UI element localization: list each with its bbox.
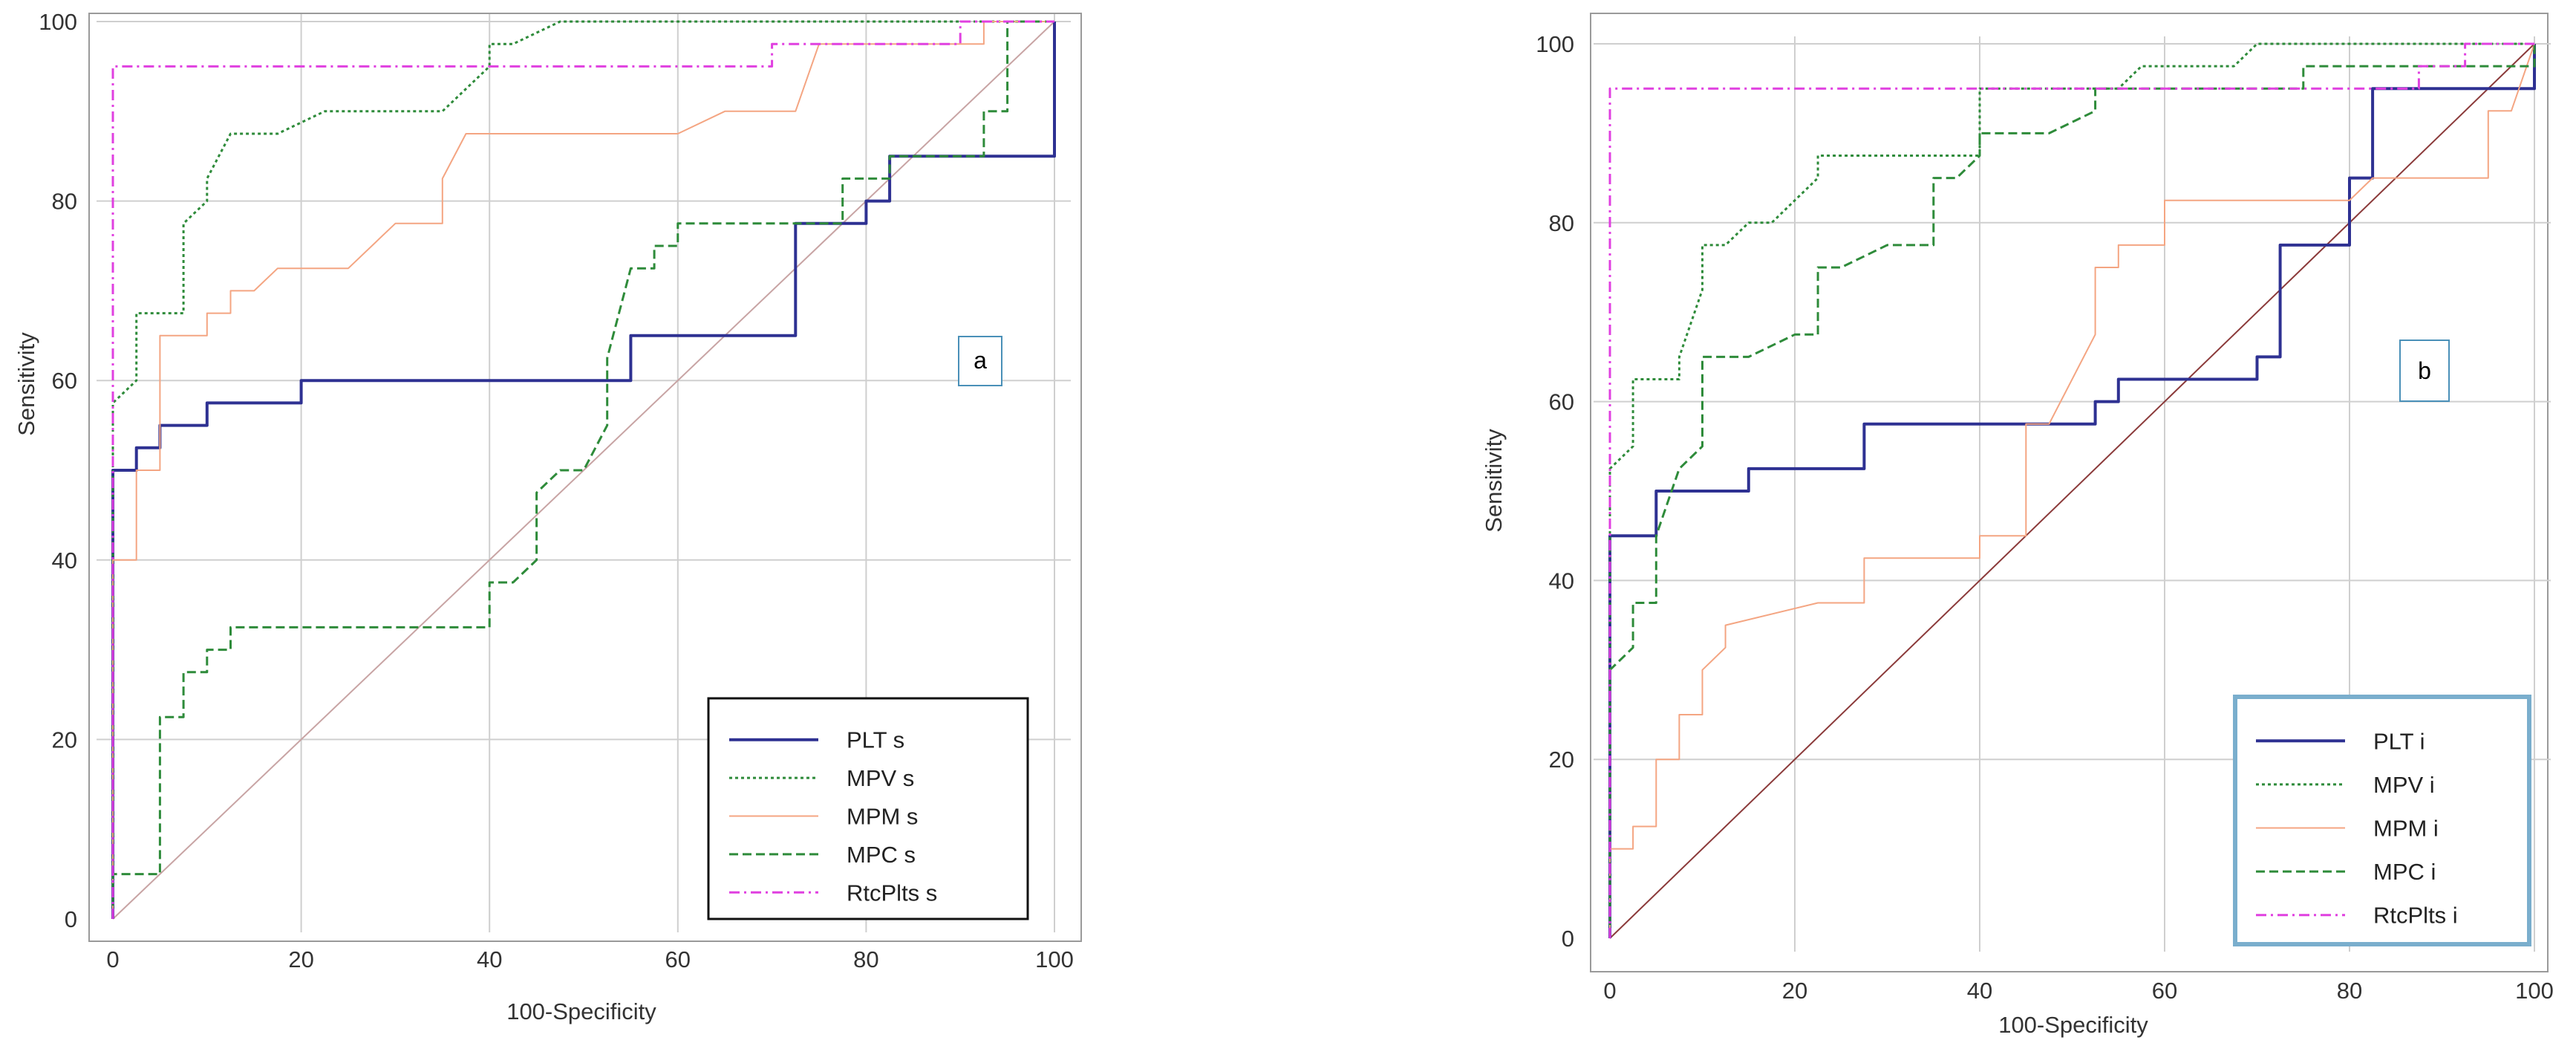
legend-label: RtcPlts i [2373, 903, 2458, 929]
y-tick-labels-a: 0 20 40 60 80 100 [39, 9, 77, 932]
reference-diagonal-a [112, 21, 1055, 920]
legend-label: MPC i [2373, 859, 2436, 885]
y-tick-label: 80 [52, 189, 77, 215]
legend-label: MPM i [2373, 816, 2439, 842]
legend-label: MPV s [847, 765, 914, 791]
x-tick-label: 80 [2337, 978, 2362, 1004]
x-tick-label: 100 [2515, 978, 2554, 1004]
legend-b: PLT i MPV i MPM i MPC i RtcPlts i [2233, 695, 2531, 946]
legend-label: MPV i [2373, 772, 2435, 798]
legend-label: PLT i [2373, 728, 2425, 754]
x-tick-label: 60 [2152, 978, 2177, 1004]
series-line-rtcplts-i [1608, 42, 2534, 938]
y-tick-label: 0 [65, 906, 77, 932]
y-tick-label: 40 [52, 548, 77, 574]
series-line-mpm-i [1609, 43, 2535, 938]
series-line-mpv-i [1608, 42, 2534, 938]
legend-label: RtcPlts s [847, 880, 937, 906]
panel-tag-b: b [2399, 340, 2450, 402]
y-tick-label: 40 [1549, 568, 1574, 594]
y-tick-label: 60 [52, 368, 77, 394]
x-tick-label: 40 [1967, 978, 1992, 1004]
series-group-b [1608, 42, 2536, 938]
y-tick-label: 100 [1536, 31, 1574, 57]
roc-chart-b: 0 20 40 60 80 100 0 20 40 60 80 100 100-Specificit… [1481, 13, 2554, 1038]
svg-text:b: b [2418, 357, 2431, 384]
y-tick-label: 20 [1549, 747, 1574, 773]
series-group-a [111, 20, 1056, 919]
series-line-rtcplts-s [111, 20, 1054, 919]
legend-label: MPC s [847, 842, 916, 868]
series-line-plt-s [111, 22, 1056, 919]
x-tick-label: 80 [853, 946, 878, 972]
series-line-mpv-s [111, 20, 1054, 919]
x-tick-label: 40 [477, 946, 502, 972]
series-line-plt-i [1608, 44, 2536, 938]
gridlines-b [1594, 36, 2551, 952]
x-tick-labels-b: 0 20 40 60 80 100 [1603, 978, 2553, 1004]
y-tick-label: 80 [1549, 210, 1574, 236]
x-axis-label-b: 100-Specificity [1998, 1012, 2148, 1038]
legend-label: PLT s [847, 727, 904, 753]
legend-label: MPM s [847, 804, 918, 830]
y-axis-label-b: Sensitivity [1481, 429, 1507, 533]
panel-tag-a: a [958, 336, 1002, 386]
series-line-mpc-s [111, 20, 1054, 919]
x-tick-label: 0 [106, 946, 119, 972]
y-tick-label: 0 [1562, 926, 1574, 952]
y-tick-label: 100 [39, 9, 77, 35]
legend-a: PLT s MPV s MPM s MPC s RtcPlts s [707, 697, 1029, 920]
series-line-mpc-i [1608, 44, 2536, 938]
y-axis-label-a: Sensitivity [13, 332, 39, 436]
x-axis-label-a: 100-Specificity [506, 998, 656, 1024]
svg-text:a: a [974, 347, 987, 374]
y-tick-label: 60 [1549, 389, 1574, 415]
roc-chart-a: 0 20 40 60 80 100 0 20 40 60 80 100 100-Specificit… [13, 9, 1082, 1024]
x-tick-label: 0 [1603, 978, 1616, 1004]
series-line-mpm-s [112, 21, 1054, 919]
x-tick-label: 60 [665, 946, 691, 972]
x-tick-labels-a: 0 20 40 60 80 100 [106, 946, 1073, 972]
x-tick-label: 20 [288, 946, 313, 972]
x-tick-label: 100 [1035, 946, 1074, 972]
x-tick-label: 20 [1782, 978, 1807, 1004]
reference-diagonal-b [1609, 43, 2535, 939]
y-tick-label: 20 [52, 727, 77, 753]
y-tick-labels-b: 0 20 40 60 80 100 [1536, 31, 1574, 952]
